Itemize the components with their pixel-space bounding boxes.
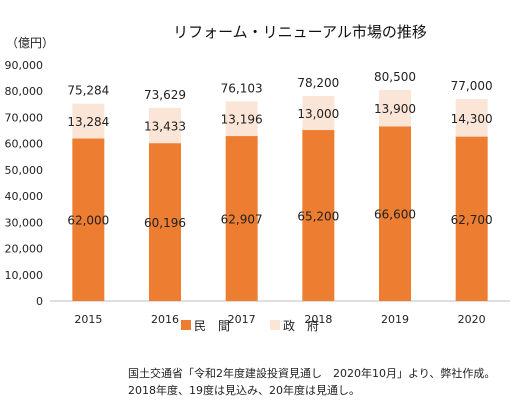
source-note: 国土交通省「令和2年度建設投資見通し 2020年10月」より、弊社作成。 201… <box>128 365 495 399</box>
data-label-total: 73,629 <box>144 88 186 102</box>
data-label-government: 13,284 <box>67 115 109 129</box>
data-label-total: 77,000 <box>451 79 493 93</box>
data-label-government: 13,196 <box>221 113 263 127</box>
y-tick-label: 0 <box>36 295 43 308</box>
y-axis-unit-label: （億円） <box>6 36 54 50</box>
bars <box>72 89 488 301</box>
x-tick-label: 2019 <box>381 313 409 326</box>
bar-segment-private <box>72 138 105 301</box>
data-label-private: 60,196 <box>144 216 186 230</box>
y-tick-label: 40,000 <box>5 190 44 203</box>
bar-segment-government <box>302 95 335 131</box>
bar-segment-government <box>149 107 181 144</box>
data-label-private: 62,907 <box>221 213 263 227</box>
axes: 0 10,000 20,000 30,000 40,000 50,000 60,000 70,… <box>5 59 510 326</box>
data-label-private: 62,700 <box>451 213 493 227</box>
bar-segment-private <box>379 126 411 301</box>
data-label-private: 62,000 <box>67 214 109 228</box>
data-label-government: 13,433 <box>144 120 186 134</box>
data-labels: 62,000 13,284 75,284 60,196 13,433 73,629 62,9… <box>67 70 492 230</box>
legend-label-private: 民 間 <box>194 319 230 333</box>
x-tick-label: 2020 <box>458 313 486 326</box>
data-label-total: 78,200 <box>297 76 339 90</box>
data-label-government: 13,900 <box>374 102 416 116</box>
x-tick-label: 2018 <box>304 313 332 326</box>
legend-label-government: 政 府 <box>283 318 319 333</box>
data-label-government: 13,000 <box>297 107 339 121</box>
source-note-line-1: 国土交通省「令和2年度建設投資見通し 2020年10月」より、弊社作成。 <box>128 367 496 380</box>
bar-segment-private <box>455 136 488 301</box>
y-tick-label: 70,000 <box>5 111 44 124</box>
stacked-bar-chart: リフォーム・リニューアル市場の推移 （億円） 0 10,000 20,000 30,0… <box>5 23 510 333</box>
x-tick-label: 2017 <box>228 313 256 326</box>
bar-segment-government <box>225 101 258 137</box>
chart-title: リフォーム・リニューアル市場の推移 <box>173 23 427 41</box>
bar-segment-government <box>72 103 105 139</box>
bar-segment-private <box>149 143 181 301</box>
bar-segment-private <box>225 136 258 301</box>
data-label-total: 76,103 <box>221 81 263 95</box>
source-note-line-2: 2018年度、19度は見込み、20年度は見通し。 <box>128 384 360 397</box>
y-tick-label: 10,000 <box>5 269 44 282</box>
legend-swatch-government <box>270 320 280 330</box>
y-tick-label: 50,000 <box>5 164 44 177</box>
y-tick-label: 30,000 <box>5 216 44 229</box>
data-label-total: 75,284 <box>67 84 109 98</box>
y-tick-label: 80,000 <box>5 85 44 98</box>
legend: 民 間 政 府 <box>181 318 319 333</box>
bar-segment-government <box>455 99 488 137</box>
y-tick-label: 90,000 <box>5 59 44 72</box>
legend-swatch-private <box>181 320 191 330</box>
data-label-total: 80,500 <box>374 70 416 84</box>
data-label-private: 66,600 <box>374 208 416 222</box>
data-label-private: 65,200 <box>297 210 339 224</box>
y-tick-label: 20,000 <box>5 243 44 256</box>
y-tick-label: 60,000 <box>5 138 44 151</box>
x-tick-label: 2015 <box>74 313 102 326</box>
bar-segment-private <box>302 130 335 301</box>
x-tick-label: 2016 <box>151 313 179 326</box>
bar-segment-government <box>379 89 411 127</box>
data-label-government: 14,300 <box>451 112 493 126</box>
